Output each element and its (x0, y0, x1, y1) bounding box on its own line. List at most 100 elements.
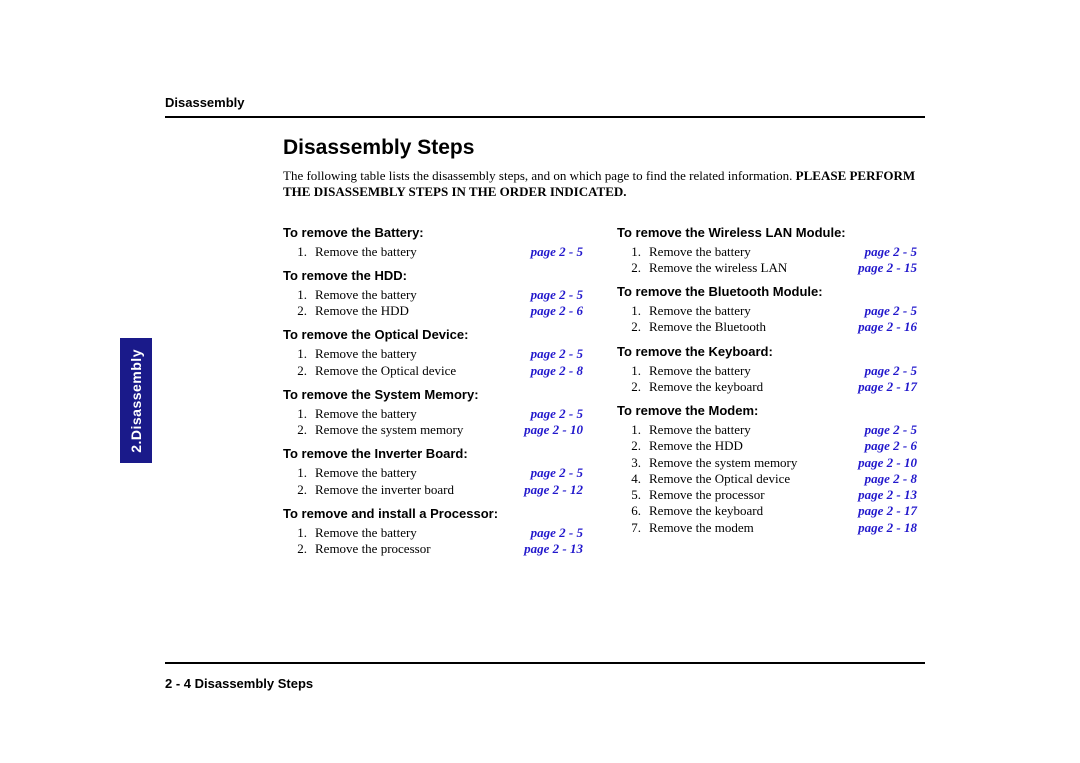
page-link[interactable]: page 2 - 5 (857, 363, 917, 379)
page-link[interactable]: page 2 - 12 (516, 482, 583, 498)
step-list: 1.Remove the batterypage 2 - 52.Remove t… (617, 244, 917, 277)
section-title: To remove the Bluetooth Module: (617, 284, 917, 299)
step-row: 2.Remove the Bluetoothpage 2 - 16 (617, 319, 917, 335)
section-title: To remove the HDD: (283, 268, 583, 283)
step-number: 1. (617, 363, 649, 379)
step-number: 1. (617, 303, 649, 319)
page-link[interactable]: page 2 - 5 (857, 244, 917, 260)
chapter-tab: 2.Disassembly (120, 338, 152, 463)
page-link[interactable]: page 2 - 5 (857, 422, 917, 438)
step-list: 1.Remove the batterypage 2 - 52.Remove t… (283, 406, 583, 439)
two-column-layout: To remove the Battery:1.Remove the batte… (283, 217, 925, 562)
page-footer: 2 - 4 Disassembly Steps (165, 676, 313, 691)
page-link[interactable]: page 2 - 10 (850, 455, 917, 471)
page-link[interactable]: page 2 - 5 (523, 346, 583, 362)
step-number: 1. (283, 465, 315, 481)
page-link[interactable]: page 2 - 18 (850, 520, 917, 536)
step-text: Remove the battery (649, 303, 857, 319)
step-number: 1. (617, 422, 649, 438)
page-link[interactable]: page 2 - 16 (850, 319, 917, 335)
step-number: 2. (283, 541, 315, 557)
footer-rule (165, 662, 925, 664)
page-link[interactable]: page 2 - 8 (857, 471, 917, 487)
running-header: Disassembly (165, 95, 925, 110)
page-link[interactable]: page 2 - 17 (850, 503, 917, 519)
step-row: 2.Remove the system memorypage 2 - 10 (283, 422, 583, 438)
step-list: 1.Remove the batterypage 2 - 52.Remove t… (283, 346, 583, 379)
step-row: 3.Remove the system memorypage 2 - 10 (617, 455, 917, 471)
page-link[interactable]: page 2 - 10 (516, 422, 583, 438)
step-list: 1.Remove the batterypage 2 - 52.Remove t… (617, 303, 917, 336)
step-text: Remove the HDD (315, 303, 523, 319)
step-row: 1.Remove the batterypage 2 - 5 (283, 406, 583, 422)
step-text: Remove the HDD (649, 438, 857, 454)
page-link[interactable]: page 2 - 5 (857, 303, 917, 319)
page-link[interactable]: page 2 - 5 (523, 465, 583, 481)
page-link[interactable]: page 2 - 5 (523, 244, 583, 260)
page-link[interactable]: page 2 - 13 (516, 541, 583, 557)
right-column: To remove the Wireless LAN Module:1.Remo… (617, 217, 917, 562)
step-text: Remove the Optical device (315, 363, 523, 379)
step-number: 1. (617, 244, 649, 260)
step-row: 4.Remove the Optical devicepage 2 - 8 (617, 471, 917, 487)
step-number: 2. (617, 319, 649, 335)
step-text: Remove the inverter board (315, 482, 516, 498)
page-link[interactable]: page 2 - 8 (523, 363, 583, 379)
step-text: Remove the battery (315, 287, 523, 303)
step-row: 2.Remove the HDDpage 2 - 6 (283, 303, 583, 319)
page-link[interactable]: page 2 - 5 (523, 525, 583, 541)
page-link[interactable]: page 2 - 15 (850, 260, 917, 276)
section-title: To remove and install a Processor: (283, 506, 583, 521)
step-text: Remove the battery (315, 525, 523, 541)
section-title: To remove the Modem: (617, 403, 917, 418)
step-text: Remove the keyboard (649, 503, 850, 519)
step-number: 2. (283, 363, 315, 379)
step-row: 1.Remove the batterypage 2 - 5 (617, 363, 917, 379)
step-row: 5.Remove the processorpage 2 - 13 (617, 487, 917, 503)
step-number: 2. (283, 422, 315, 438)
intro-paragraph: The following table lists the disassembl… (283, 168, 925, 201)
step-text: Remove the Optical device (649, 471, 857, 487)
step-list: 1.Remove the batterypage 2 - 52.Remove t… (283, 287, 583, 320)
step-row: 1.Remove the batterypage 2 - 5 (617, 244, 917, 260)
step-list: 1.Remove the batterypage 2 - 52.Remove t… (617, 422, 917, 536)
step-row: 2.Remove the processorpage 2 - 13 (283, 541, 583, 557)
step-row: 1.Remove the batterypage 2 - 5 (617, 422, 917, 438)
step-row: 1.Remove the batterypage 2 - 5 (283, 465, 583, 481)
step-row: 1.Remove the batterypage 2 - 5 (283, 346, 583, 362)
step-list: 1.Remove the batterypage 2 - 5 (283, 244, 583, 260)
chapter-tab-label: 2.Disassembly (128, 349, 144, 453)
step-number: 1. (283, 287, 315, 303)
page-link[interactable]: page 2 - 17 (850, 379, 917, 395)
step-text: Remove the wireless LAN (649, 260, 850, 276)
page-link[interactable]: page 2 - 6 (857, 438, 917, 454)
step-number: 7. (617, 520, 649, 536)
step-row: 1.Remove the batterypage 2 - 5 (283, 244, 583, 260)
step-number: 1. (283, 525, 315, 541)
page-title: Disassembly Steps (283, 136, 925, 160)
step-row: 2.Remove the wireless LANpage 2 - 15 (617, 260, 917, 276)
step-number: 2. (617, 379, 649, 395)
step-row: 1.Remove the batterypage 2 - 5 (617, 303, 917, 319)
step-text: Remove the system memory (649, 455, 850, 471)
step-number: 3. (617, 455, 649, 471)
step-number: 2. (283, 482, 315, 498)
section-title: To remove the Optical Device: (283, 327, 583, 342)
step-list: 1.Remove the batterypage 2 - 52.Remove t… (617, 363, 917, 396)
step-row: 1.Remove the batterypage 2 - 5 (283, 287, 583, 303)
step-text: Remove the system memory (315, 422, 516, 438)
step-number: 5. (617, 487, 649, 503)
step-number: 2. (617, 438, 649, 454)
page-link[interactable]: page 2 - 5 (523, 287, 583, 303)
step-number: 1. (283, 244, 315, 260)
step-list: 1.Remove the batterypage 2 - 52.Remove t… (283, 465, 583, 498)
step-row: 2.Remove the HDDpage 2 - 6 (617, 438, 917, 454)
step-row: 7.Remove the modempage 2 - 18 (617, 520, 917, 536)
page-link[interactable]: page 2 - 6 (523, 303, 583, 319)
step-row: 6.Remove the keyboardpage 2 - 17 (617, 503, 917, 519)
page-link[interactable]: page 2 - 13 (850, 487, 917, 503)
page-link[interactable]: page 2 - 5 (523, 406, 583, 422)
header-rule (165, 116, 925, 118)
section-title: To remove the Battery: (283, 225, 583, 240)
step-row: 2.Remove the Optical devicepage 2 - 8 (283, 363, 583, 379)
